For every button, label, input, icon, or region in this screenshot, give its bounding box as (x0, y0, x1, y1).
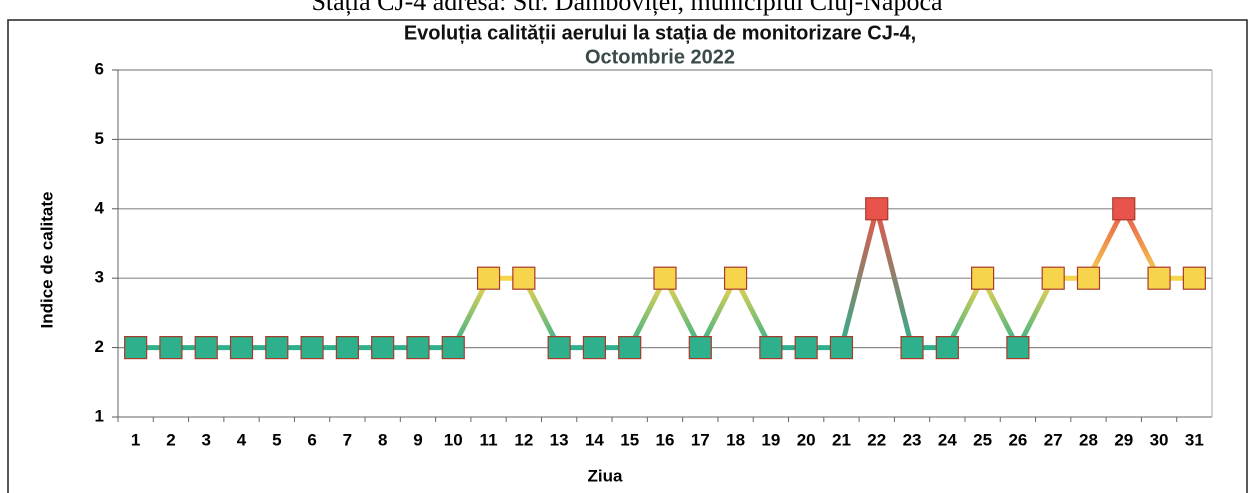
y-tick-label: 4 (95, 198, 105, 217)
x-tick-label: 29 (1114, 430, 1133, 449)
line-segment (838, 206, 880, 351)
x-tick-label: 30 (1150, 430, 1169, 449)
marker (688, 336, 712, 360)
x-tick-label: 6 (307, 430, 316, 449)
chart-title: Evoluția calității aerului la stația de … (404, 22, 916, 44)
x-tick-label: 26 (1008, 430, 1027, 449)
marker (582, 336, 607, 360)
y-tick-label: 6 (95, 59, 104, 78)
marker (971, 266, 995, 290)
x-tick-label: 16 (656, 430, 675, 449)
marker (441, 336, 465, 360)
x-tick-label: 22 (867, 430, 886, 449)
header: Stația CJ-4 adresa: Str. Dâmboviței, mun… (311, 0, 943, 16)
x-axis-label: Ziua (588, 466, 623, 485)
x-tick-label: 8 (378, 430, 387, 449)
y-tick-label: 2 (95, 337, 104, 356)
marker (759, 336, 783, 360)
marker (900, 336, 924, 360)
marker (935, 336, 959, 360)
marker (371, 336, 395, 360)
marker (124, 336, 148, 360)
y-axis-label: Indice de calitate (37, 192, 56, 329)
x-tick-label: 23 (903, 430, 922, 449)
marker (229, 336, 254, 360)
chart-subtitle: Octombrie 2022 (585, 46, 735, 68)
marker (653, 266, 677, 290)
x-tick-label: 20 (797, 430, 816, 449)
marker (547, 336, 571, 360)
marker (194, 336, 218, 360)
marker (476, 266, 501, 290)
x-tick-label: 11 (480, 430, 498, 449)
x-tick-label: 9 (413, 430, 422, 449)
marker (829, 336, 854, 360)
x-tick-label: 25 (973, 430, 992, 449)
x-tick-label: 17 (691, 430, 710, 449)
marker (1112, 197, 1136, 221)
marker (1006, 336, 1030, 360)
marker (723, 266, 748, 290)
x-tick-label: 13 (550, 430, 569, 449)
marker (1041, 266, 1065, 290)
y-tick-label: 5 (95, 129, 104, 148)
marker (1182, 266, 1206, 290)
y-tick-label: 1 (95, 406, 104, 425)
marker (406, 336, 430, 360)
line-segment (874, 206, 915, 351)
marker (159, 336, 183, 360)
marker (512, 266, 536, 290)
marker (265, 336, 289, 360)
marker (1147, 266, 1171, 290)
marker (300, 336, 324, 360)
x-tick-label: 10 (444, 430, 463, 449)
marker (1076, 266, 1101, 290)
marker (335, 336, 359, 360)
x-tick-label: 5 (272, 430, 281, 449)
x-tick-label: 31 (1185, 430, 1204, 449)
marker (618, 336, 642, 360)
x-tick-label: 1 (131, 430, 140, 449)
marker (865, 197, 889, 221)
y-tick-label: 3 (95, 268, 104, 287)
x-tick-label: 2 (166, 430, 175, 449)
marker (794, 336, 818, 360)
x-tick-label: 24 (938, 430, 957, 449)
x-tick-label: 4 (237, 430, 247, 449)
x-tick-label: 19 (761, 430, 780, 449)
x-tick-label: 18 (726, 430, 745, 449)
x-tick-label: 3 (201, 430, 210, 449)
x-tick-label: 7 (343, 430, 352, 449)
x-tick-label: 21 (832, 430, 851, 449)
x-tick-label: 27 (1044, 430, 1063, 449)
x-tick-label: 14 (585, 430, 604, 449)
chart-frame (7, 19, 1248, 493)
x-tick-label: 28 (1079, 430, 1098, 449)
x-tick-label: 15 (620, 430, 639, 449)
x-tick-label: 12 (514, 430, 533, 449)
